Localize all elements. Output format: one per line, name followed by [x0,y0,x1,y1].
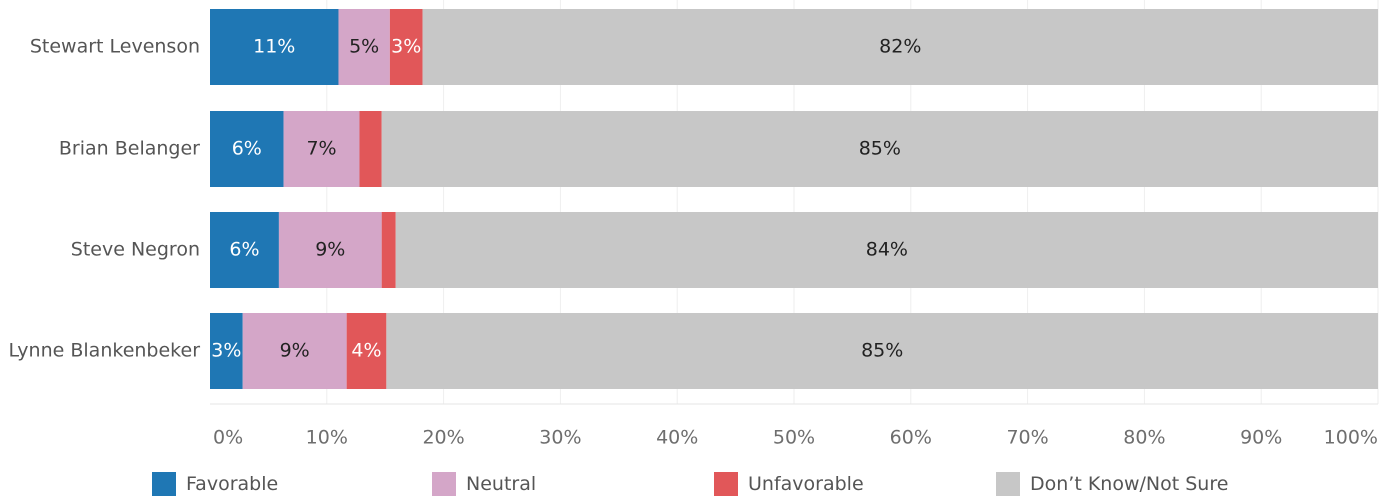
category-label: Lynne Blankenbeker [8,340,200,362]
bar-segment [381,111,1378,187]
x-tick-label: 10% [306,427,348,449]
x-tick-label: 20% [422,427,464,449]
x-tick-label: 60% [890,427,932,449]
x-tick-label: 50% [773,427,815,449]
bar-segment [386,313,1378,389]
x-tick-label: 90% [1240,427,1282,449]
bar-data-label: 84% [866,239,908,261]
legend-swatch-unfavorable [714,472,738,496]
category-label: Stewart Levenson [30,36,200,58]
bar-data-label: 4% [351,340,381,362]
legend-label-favorable: Favorable [186,473,279,495]
bar-segment [210,9,339,85]
bar-data-label: 3% [391,36,421,58]
x-axis: 0% 10% 20% 30% 40% 50% 60% 70% 80% 90% 100% [210,403,1378,449]
bar-segment [359,111,382,187]
bar-segment [381,212,396,288]
bar-segment [346,313,387,389]
bar-data-label: 3% [211,340,241,362]
bar-data-label: 5% [349,36,379,58]
bar-data-label: 9% [315,239,345,261]
bar-data-label: 6% [229,239,259,261]
legend-swatch-neutral [432,472,456,496]
bars: 11% 5% 3% 82% 6% 7% 85% 6% 9% 84% 3% 9% 4% 85% [210,9,1378,389]
bar-data-label: 85% [859,138,901,160]
x-tick-label: 30% [539,427,581,449]
bar-data-label: 6% [232,138,262,160]
legend-label-dont-know: Don’t Know/Not Sure [1030,473,1229,495]
bar-segment [422,9,1378,85]
bar-segment [210,212,279,288]
legend-item-dont-know: Don’t Know/Not Sure [996,471,1228,497]
bar-data-label: 11% [253,36,295,58]
legend-swatch-dont-know [996,472,1020,496]
bar-segment [338,9,390,85]
category-label: Steve Negron [71,239,200,261]
bar-data-label: 85% [861,340,903,362]
legend: Favorable Neutral Unfavorable Don’t Know… [0,471,1395,497]
bar-segment [283,111,360,187]
bar-segment [242,313,347,389]
legend-item-favorable: Favorable [152,471,278,497]
bar-segment [210,313,243,389]
x-tick-label: 80% [1123,427,1165,449]
legend-item-unfavorable: Unfavorable [714,471,864,497]
legend-swatch-favorable [152,472,176,496]
legend-label-neutral: Neutral [466,473,537,495]
x-tick-label: 100% [1324,427,1378,449]
bar-data-label: 7% [306,138,336,160]
category-labels: Stewart Levenson Brian Belanger Steve Negr… [8,36,200,362]
x-tick-label: 0% [213,427,243,449]
bar-segment [210,111,284,187]
legend-label-unfavorable: Unfavorable [748,473,864,495]
bar-data-label: 82% [879,36,921,58]
bar-data-label: 9% [280,340,310,362]
bar-segment [278,212,382,288]
legend-item-neutral: Neutral [432,471,536,497]
x-tick-label: 40% [656,427,698,449]
bar-segment [389,9,423,85]
category-label: Brian Belanger [59,138,200,160]
x-tick-label: 70% [1006,427,1048,449]
bar-segment [395,212,1378,288]
stacked-bar-chart: 11% 5% 3% 82% 6% 7% 85% 6% 9% 84% 3% 9% 4% 85% Stewar… [8,0,1379,449]
